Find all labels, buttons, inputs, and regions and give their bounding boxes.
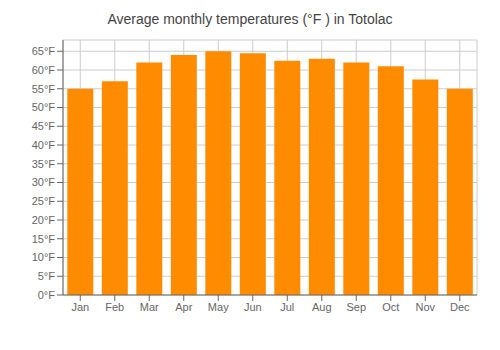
svg-text:Jul: Jul: [280, 301, 294, 313]
svg-text:Dec: Dec: [450, 301, 470, 313]
svg-text:45°F: 45°F: [32, 120, 56, 132]
svg-text:Jun: Jun: [244, 301, 262, 313]
svg-text:Feb: Feb: [105, 301, 124, 313]
svg-text:20°F: 20°F: [32, 214, 56, 226]
svg-text:30°F: 30°F: [32, 176, 56, 188]
svg-text:55°F: 55°F: [32, 83, 56, 95]
svg-text:5°F: 5°F: [38, 270, 56, 282]
svg-text:25°F: 25°F: [32, 195, 56, 207]
svg-text:60°F: 60°F: [32, 64, 56, 76]
svg-text:Apr: Apr: [175, 301, 192, 313]
svg-text:Aug: Aug: [312, 301, 332, 313]
svg-text:10°F: 10°F: [32, 251, 56, 263]
html-text:Average monthly temperatures (: Average monthly temperatures (°F ) in To…: [107, 11, 393, 27]
svg-text:Nov: Nov: [415, 301, 435, 313]
svg-text:35°F: 35°F: [32, 158, 56, 170]
svg-text:Jan: Jan: [71, 301, 89, 313]
svg-text:40°F: 40°F: [32, 139, 56, 151]
svg-text:0°F: 0°F: [38, 289, 56, 301]
svg-text:65°F: 65°F: [32, 45, 56, 57]
svg-text:Sep: Sep: [346, 301, 366, 313]
svg-text:15°F: 15°F: [32, 233, 56, 245]
svg-text:May: May: [208, 301, 229, 313]
svg-text:Mar: Mar: [140, 301, 159, 313]
svg-text:Oct: Oct: [382, 301, 399, 313]
svg-text:50°F: 50°F: [32, 101, 56, 113]
